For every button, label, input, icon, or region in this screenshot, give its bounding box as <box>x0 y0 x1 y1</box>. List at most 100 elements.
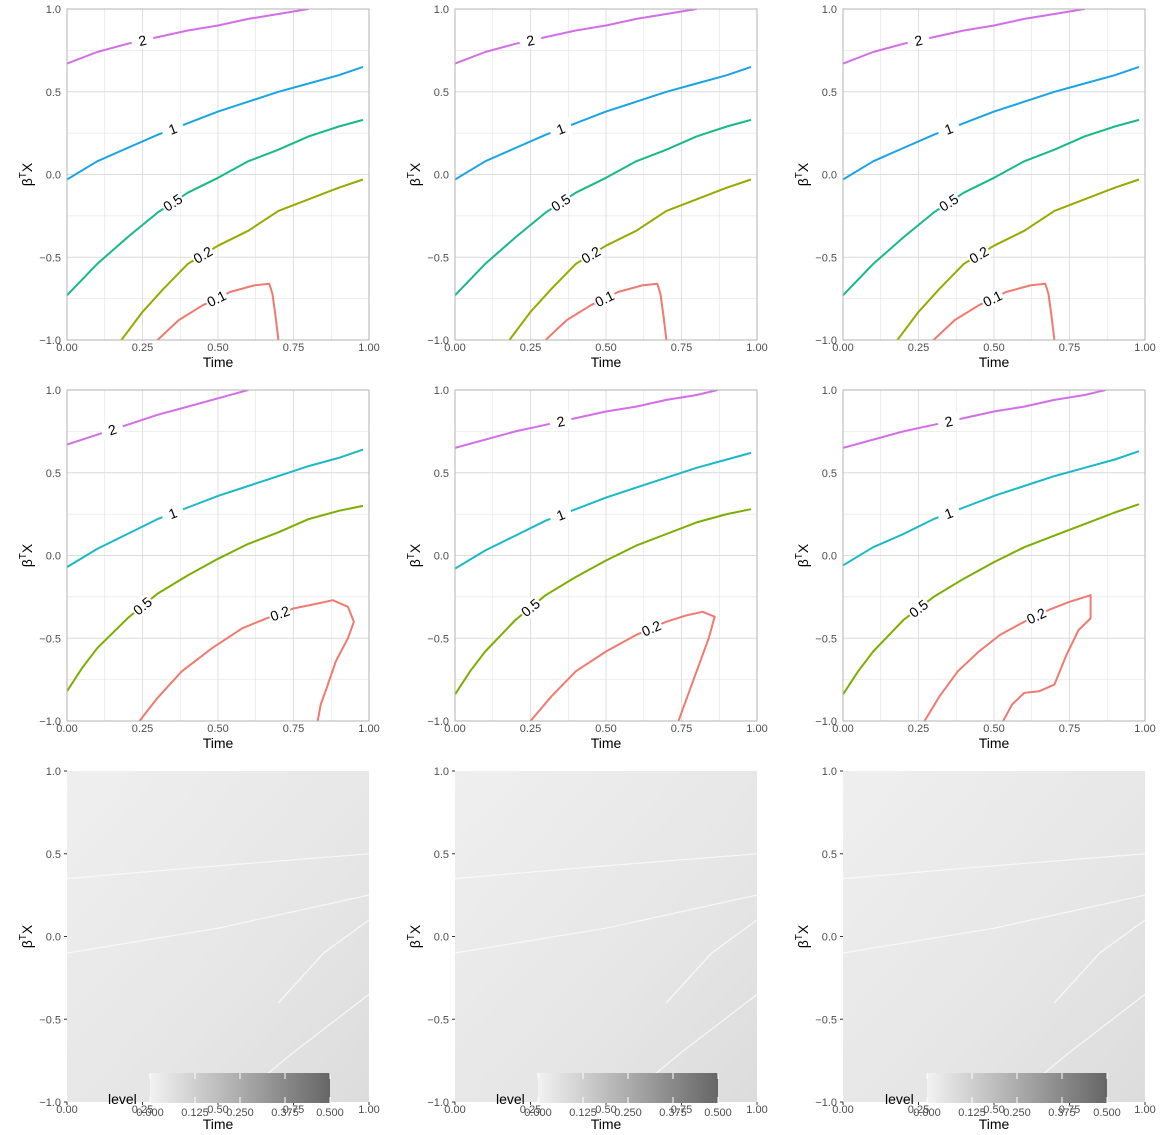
x-tick-label: 0.50 <box>207 723 228 735</box>
x-tick-label: 0.25 <box>908 342 929 354</box>
y-tick-label: −1.0 <box>39 1097 61 1109</box>
contour-line <box>455 390 718 449</box>
contour-label-group: 2 <box>906 30 931 51</box>
heatmap-tiles <box>843 771 1145 1102</box>
x-tick-label: 0.25 <box>908 723 929 735</box>
y-tick-label: −1.0 <box>39 716 61 728</box>
contour-label: 2 <box>943 413 954 430</box>
x-axis-title: Time <box>979 354 1010 370</box>
legend-tick-label: 0.375 <box>659 1107 687 1119</box>
contour-line <box>67 9 309 65</box>
x-tick-label: 0.00 <box>56 723 77 735</box>
contour-line <box>508 178 752 340</box>
contour-label-bg <box>1022 603 1050 628</box>
y-tick-label: 1.0 <box>46 4 61 16</box>
x-tick-label: 0.00 <box>444 342 465 354</box>
panel-r1-c2: 0.00 0.25 0.50 0.75 1.00 −1.0 −0.5 0.0 0.5 1.0 Tim… <box>406 4 768 370</box>
x-tick-label: 0.75 <box>671 723 692 735</box>
y-tick-label: 0.0 <box>434 551 449 563</box>
heatmap-streak <box>454 853 758 880</box>
y-tick-label: −0.5 <box>815 1014 837 1026</box>
y-tick-label: 0.5 <box>822 849 837 861</box>
x-tick-label: 1.00 <box>358 342 379 354</box>
x-axis-title: Time <box>591 735 622 751</box>
contour-label-bg <box>159 501 186 525</box>
legend-tick-label: 0.000 <box>913 1107 941 1119</box>
contour-line <box>455 508 752 696</box>
legend-tick-label: 0.500 <box>1093 1107 1121 1119</box>
contour-label-group: 2 <box>518 30 543 51</box>
x-tick-label: 0.00 <box>444 723 465 735</box>
x-tick-label: 0.25 <box>520 342 541 354</box>
contour-line <box>544 282 668 340</box>
contour-label-bg <box>979 286 1006 311</box>
contour-line <box>932 282 1056 340</box>
contour-label-bg <box>965 242 993 268</box>
heatmap-streak <box>277 919 370 1004</box>
x-tick-label: 1.00 <box>1134 723 1155 735</box>
contour-label-bg <box>547 503 574 527</box>
x-tick-label: 0.00 <box>56 1104 77 1116</box>
y-tick-label: 0.5 <box>822 87 837 99</box>
x-tick-label: 0.25 <box>132 723 153 735</box>
contour-label-bg <box>638 616 665 641</box>
x-tick-label: 0.50 <box>983 723 1004 735</box>
contour-label-group: 0.2 <box>266 602 293 625</box>
contour-label: 2 <box>137 32 148 49</box>
contour-label: 2 <box>555 413 566 430</box>
contour-line <box>896 178 1140 340</box>
contour-label-group: 1 <box>547 503 574 527</box>
plot-frame <box>66 389 370 722</box>
contour-line <box>529 610 716 721</box>
x-tick-label: 1.00 <box>746 1104 767 1116</box>
legend-tick-label: 0.375 <box>271 1107 299 1119</box>
contour-label-bg <box>518 30 543 51</box>
x-axis-title: Time <box>203 1116 234 1132</box>
contour-label-bg <box>203 286 230 311</box>
y-tick-label: 0.0 <box>822 551 837 563</box>
heatmap-streak <box>66 853 370 880</box>
contour-label-bg <box>547 117 574 141</box>
x-tick-label: 0.50 <box>983 1104 1004 1116</box>
x-tick-label: 0.75 <box>283 723 304 735</box>
contour-label-bg <box>904 595 933 622</box>
contour-line <box>67 390 249 446</box>
legend-tick-label: 0.125 <box>181 1107 209 1119</box>
y-axis-title: βTX <box>406 543 423 567</box>
contour-line <box>67 65 364 181</box>
y-tick-label: 0.5 <box>46 849 61 861</box>
contour-line <box>455 9 697 65</box>
plot-frame <box>842 389 1146 722</box>
x-tick-label: 0.75 <box>1059 342 1080 354</box>
contour-label-bg <box>906 30 931 51</box>
contour-label: 2 <box>525 32 536 49</box>
contour-label-group: 1 <box>159 117 186 141</box>
contour-label-group: 0.1 <box>203 286 230 311</box>
legend-title: level <box>885 1091 914 1107</box>
contour-label-group: 2 <box>99 418 126 441</box>
contour-label: 0.2 <box>268 602 292 624</box>
contour-line <box>923 594 1092 721</box>
y-axis-title: βTX <box>406 162 423 186</box>
y-tick-label: −0.5 <box>39 1014 61 1026</box>
y-axis-title: βTX <box>406 924 423 948</box>
x-tick-label: 0.25 <box>908 1104 929 1116</box>
x-tick-label: 0.50 <box>595 342 616 354</box>
y-tick-label: −0.5 <box>815 633 837 645</box>
contour-line <box>843 503 1140 696</box>
contour-label: 0.2 <box>639 617 663 640</box>
contour-label-group: 0.1 <box>591 286 618 311</box>
contour-label-group: 0.2 <box>638 616 665 641</box>
y-tick-label: −0.5 <box>427 1014 449 1026</box>
contour-label-bg <box>516 594 545 621</box>
y-tick-label: 0.0 <box>822 932 837 944</box>
plot-frame <box>842 8 1146 341</box>
y-tick-label: 1.0 <box>434 766 449 778</box>
x-axis-title: Time <box>979 1116 1010 1132</box>
contour-label-bg <box>130 30 155 51</box>
legend-tick-label: 0.250 <box>226 1107 254 1119</box>
contour-label: 0.2 <box>1024 604 1049 627</box>
